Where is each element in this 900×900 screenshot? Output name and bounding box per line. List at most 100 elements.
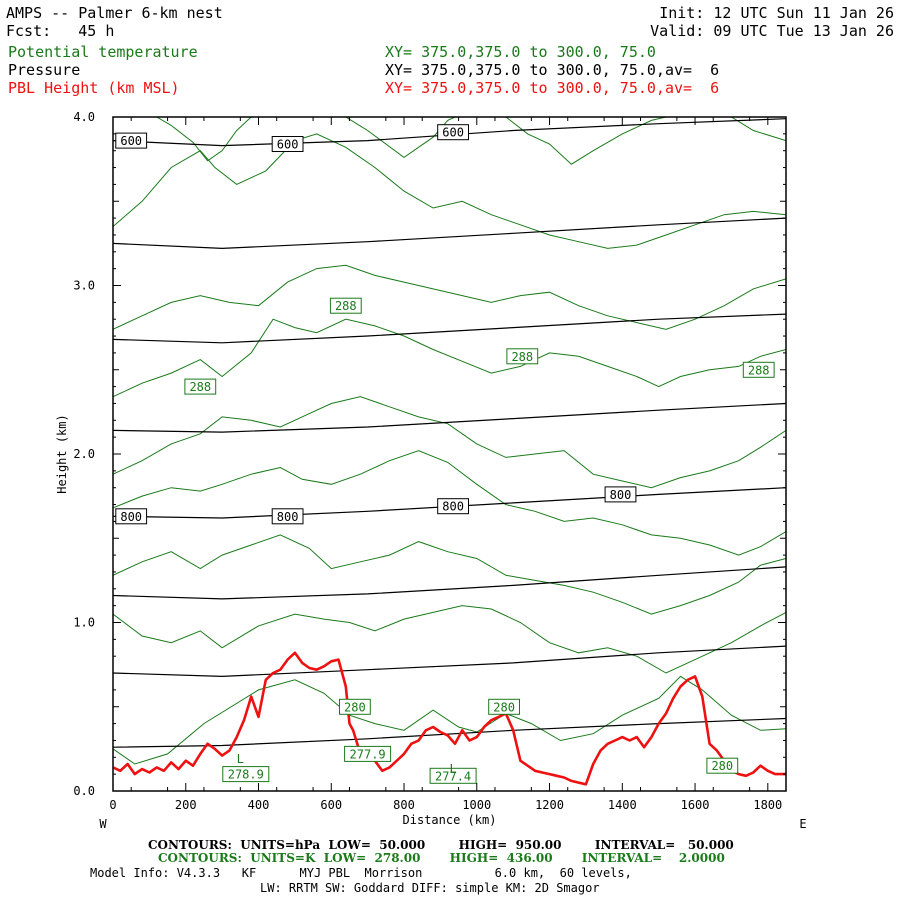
field-xy-theta: XY= 375.0,375.0 to 300.0, 75.0 bbox=[385, 43, 656, 61]
pressure-label-0-text: 600 bbox=[120, 134, 142, 148]
theta-contour-line-9 bbox=[345, 117, 456, 159]
pressure-contour-750 bbox=[113, 402, 786, 433]
theta-contour-line-5 bbox=[113, 318, 786, 398]
theta-contour-line-8 bbox=[156, 117, 252, 162]
theta-label-3-box bbox=[742, 361, 775, 378]
theta-label-4-box bbox=[339, 698, 371, 715]
theta-label-6-box bbox=[706, 757, 739, 774]
header-forecast-hour: Fcst: 45 h bbox=[6, 22, 115, 40]
theta-label-6-text: 280 bbox=[711, 759, 733, 773]
theta-label-6: 280 bbox=[706, 757, 739, 774]
x-axis-west-end: W bbox=[99, 817, 107, 831]
field-xy-pressure: XY= 375.0,375.0 to 300.0, 75.0,av= 6 bbox=[385, 61, 720, 79]
theta-label-10-box bbox=[222, 766, 270, 783]
theta-label-2-box bbox=[506, 348, 539, 365]
theta-label-0-box bbox=[329, 297, 362, 314]
theta-contour-line-6 bbox=[113, 264, 786, 330]
pbl-height-layer bbox=[112, 651, 786, 786]
theta-label-7-box bbox=[344, 745, 392, 762]
pressure-contour-850 bbox=[113, 566, 786, 600]
theta-label-3: 288 bbox=[742, 361, 775, 378]
theta-label-0: 288 bbox=[329, 297, 362, 314]
field-name-theta: Potential temperature bbox=[8, 43, 198, 61]
theta-label-8-text: 277.4 bbox=[435, 769, 471, 783]
theta-contour-layer bbox=[113, 117, 786, 765]
theta-contour-line-0 bbox=[113, 675, 786, 765]
theta-label-1-box bbox=[184, 378, 217, 395]
x-tick-label-800: 800 bbox=[393, 798, 415, 812]
theta-label-7-text: 277.9 bbox=[350, 747, 386, 761]
pressure-label-3: 800 bbox=[115, 508, 148, 525]
pressure-label-5: 800 bbox=[437, 498, 470, 515]
x-tick-label-400: 400 bbox=[248, 798, 270, 812]
field-name-pbl: PBL Height (km MSL) bbox=[8, 79, 180, 97]
theta-contour-line-3 bbox=[113, 450, 786, 556]
theta-label-10-text: 278.9 bbox=[228, 768, 264, 782]
theta-contour-line-1 bbox=[113, 605, 786, 674]
pressure-contour-layer bbox=[113, 118, 786, 748]
plot-frame bbox=[112, 116, 787, 792]
x-axis-east-end: E bbox=[799, 817, 806, 831]
y-tick-label-2: 2.0 bbox=[73, 447, 95, 461]
field-name-pressure: Pressure bbox=[8, 61, 81, 79]
header-title: AMPS -- Palmer 6-km nest bbox=[6, 4, 223, 22]
theta-label-4-text: 280 bbox=[344, 700, 366, 714]
theta-label-7: 277.9 bbox=[344, 745, 392, 762]
x-tick-label-200: 200 bbox=[175, 798, 197, 812]
theta-label-5: 280 bbox=[488, 698, 521, 715]
pressure-label-4-text: 800 bbox=[277, 510, 299, 524]
theta-label-1-text: 288 bbox=[189, 380, 211, 394]
axis-layer: 0 200 400 600 800 1000 1200 1400 1600 1800 0.0 1.0 2… bbox=[55, 110, 807, 831]
x-tick-label-1200: 1200 bbox=[535, 798, 564, 812]
theta-label-8: 277.4 bbox=[429, 767, 477, 784]
theta-label-0-text: 288 bbox=[335, 299, 357, 313]
pressure-label-5-box bbox=[437, 498, 470, 515]
x-tick-label-1600: 1600 bbox=[681, 798, 710, 812]
pressure-label-6-text: 800 bbox=[610, 488, 632, 502]
x-tick-label-600: 600 bbox=[320, 798, 342, 812]
theta-low-marker-11: L bbox=[237, 752, 244, 766]
y-tick-label-3: 3.0 bbox=[73, 279, 95, 293]
theta-label-8-box bbox=[429, 767, 477, 784]
y-tick-label-4: 4.0 bbox=[73, 110, 95, 124]
pressure-label-6: 800 bbox=[604, 486, 637, 503]
theta-contour-line-4 bbox=[113, 396, 786, 489]
pressure-label-3-text: 800 bbox=[120, 510, 142, 524]
pressure-contour-900 bbox=[113, 645, 786, 678]
footer-model-info: Model Info: V4.3.3 KF MYJ PBL Morrison 6… bbox=[90, 866, 632, 880]
x-tick-label-1000: 1000 bbox=[462, 798, 491, 812]
y-tick-label-1: 1.0 bbox=[73, 616, 95, 630]
x-axis-label: Distance (km) bbox=[403, 813, 497, 827]
header-valid-time: Valid: 09 UTC Tue 13 Jan 26 bbox=[650, 22, 894, 40]
theta-label-1: 288 bbox=[184, 378, 217, 395]
pressure-contour-950 bbox=[113, 717, 786, 748]
theta-contour-line-7 bbox=[113, 133, 786, 249]
footer-physics-info: LW: RRTM SW: Goddard DIFF: simple KM: 2D… bbox=[260, 881, 600, 895]
pressure-label-5-text: 800 bbox=[442, 500, 464, 514]
pressure-label-6-box bbox=[604, 486, 637, 503]
footer-pressure-contours: CONTOURS: UNITS=hPa LOW= 50.000 HIGH= 95… bbox=[148, 838, 734, 852]
theta-label-2: 288 bbox=[506, 348, 539, 365]
x-tick-label-1800: 1800 bbox=[753, 798, 782, 812]
theta-label-5-box bbox=[488, 698, 521, 715]
theta-label-4: 280 bbox=[339, 698, 371, 715]
x-tick-label-1400: 1400 bbox=[608, 798, 637, 812]
pressure-label-2: 600 bbox=[437, 124, 470, 141]
y-axis-label: Height (km) bbox=[55, 414, 69, 493]
pressure-label-4-box bbox=[271, 508, 304, 525]
pressure-label-4: 800 bbox=[271, 508, 304, 525]
pressure-contour-700 bbox=[113, 313, 786, 344]
theta-contour-line-2 bbox=[113, 534, 786, 615]
theta-contour-line-11 bbox=[731, 117, 786, 142]
field-xy-pbl: XY= 375.0,375.0 to 300.0, 75.0,av= 6 bbox=[385, 79, 720, 97]
theta-label-10: 278.9 bbox=[222, 766, 270, 783]
pressure-label-1-box bbox=[271, 136, 304, 152]
header-init-time: Init: 12 UTC Sun 11 Jan 26 bbox=[659, 4, 894, 22]
contour-label-layer: 600 600 600 800 800 800 800 288 288 288 288 280 280 2… bbox=[115, 124, 775, 784]
footer-theta-contours: CONTOURS: UNITS=K LOW= 278.00 HIGH= 436.… bbox=[158, 851, 725, 865]
theta-label-5-text: 280 bbox=[493, 700, 515, 714]
pbl-height-line bbox=[112, 651, 786, 786]
theta-label-3-text: 288 bbox=[748, 363, 770, 377]
pressure-label-3-box bbox=[115, 508, 148, 525]
